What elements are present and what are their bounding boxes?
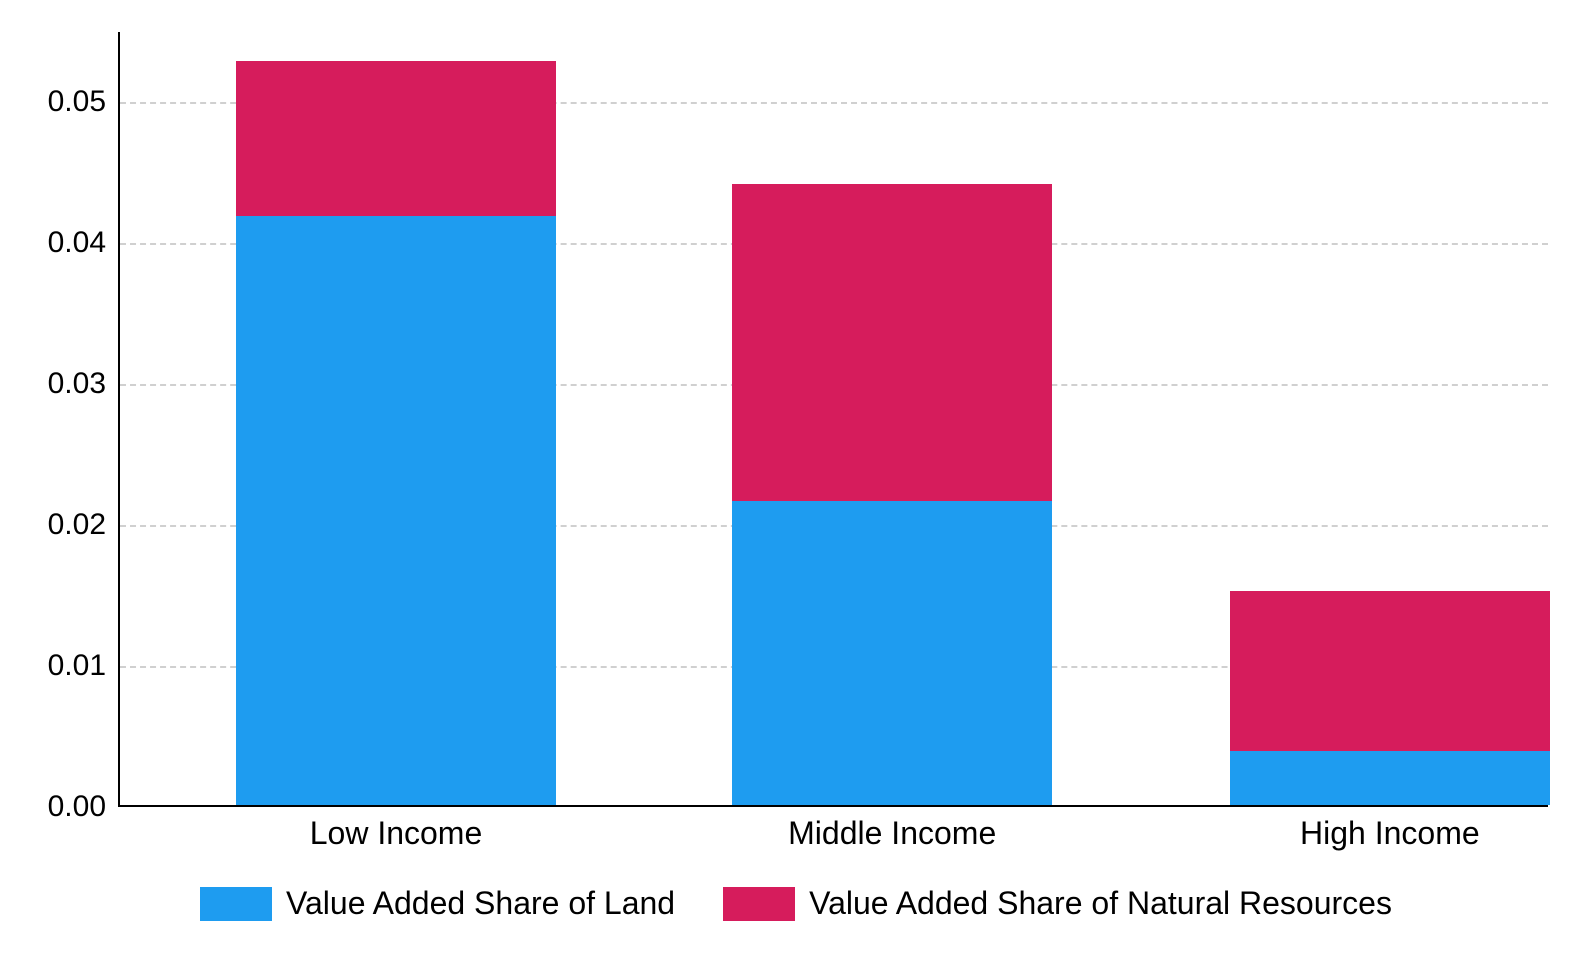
- legend-swatch-natres: [723, 887, 795, 921]
- bar-segment-land: [1230, 751, 1550, 805]
- bar-segment-natres: [732, 184, 1052, 501]
- y-tick-label: 0.05: [48, 85, 120, 119]
- y-tick-label: 0.03: [48, 367, 120, 401]
- legend-label-natres: Value Added Share of Natural Resources: [809, 885, 1392, 922]
- legend-label-land: Value Added Share of Land: [286, 885, 675, 922]
- x-tick-label: Low Income: [310, 805, 483, 852]
- legend: Value Added Share of Land Value Added Sh…: [0, 885, 1592, 922]
- x-tick-label: Middle Income: [788, 805, 996, 852]
- bar-segment-natres: [236, 61, 556, 216]
- legend-swatch-land: [200, 887, 272, 921]
- y-tick-label: 0.04: [48, 226, 120, 260]
- bar-stack: [236, 30, 556, 805]
- x-tick-label: High Income: [1300, 805, 1480, 852]
- bar-segment-natres: [1230, 591, 1550, 752]
- plot-area: 0.000.010.020.030.040.05Low IncomeMiddle…: [118, 32, 1548, 807]
- stacked-bar-chart: 0.00 0.01 0.02 0.03 0.04 0.05 Low Income Middle…: [0, 0, 1592, 956]
- bar-stack: [732, 30, 1052, 805]
- y-tick-label: 0.01: [48, 649, 120, 683]
- bar-segment-land: [732, 501, 1052, 805]
- y-tick-label: 0.02: [48, 508, 120, 542]
- bar-stack: [1230, 30, 1550, 805]
- bar-segment-land: [236, 216, 556, 805]
- legend-item-natres: Value Added Share of Natural Resources: [723, 885, 1392, 922]
- legend-item-land: Value Added Share of Land: [200, 885, 675, 922]
- y-tick-label: 0.00: [48, 790, 120, 824]
